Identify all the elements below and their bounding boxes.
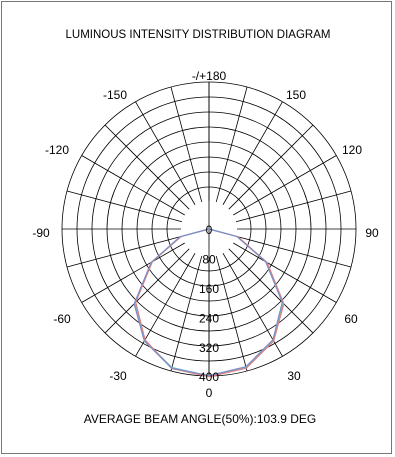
- angle-label: -90: [32, 226, 50, 240]
- grid-spoke: [233, 242, 337, 303]
- angle-label: 150: [286, 88, 306, 102]
- grid-spoke: [104, 248, 190, 334]
- radial-tick-labels: 0 80 160 240 320 400: [199, 223, 219, 384]
- grid-spoke: [170, 255, 203, 372]
- grid-spoke: [135, 101, 196, 205]
- angle-label: 90: [365, 226, 379, 240]
- grid-spoke: [81, 242, 185, 303]
- angle-label: 0: [206, 386, 213, 400]
- radial-tick-label: 80: [202, 253, 216, 267]
- series-layer: [133, 228, 285, 378]
- radial-tick-label: 240: [199, 311, 219, 325]
- series-line-3: [133, 228, 283, 377]
- grid-spoke: [228, 124, 314, 210]
- beam-angle-text: AVERAGE BEAM ANGLE(50%):103.9 DEG: [84, 412, 317, 426]
- grid-spoke: [222, 101, 283, 205]
- grid-spoke: [170, 86, 203, 203]
- angle-labels: -/+180 150 120 90 60 30 0 -30 -60 -90 -120 -150: [32, 69, 379, 400]
- angle-label: -120: [45, 143, 69, 157]
- grid-spoke: [66, 190, 183, 223]
- angle-label: -60: [53, 312, 71, 326]
- grid-spoke: [228, 248, 314, 334]
- grid-spoke: [233, 155, 337, 216]
- angle-label: 30: [287, 369, 301, 383]
- grid-spoke: [66, 235, 183, 268]
- angle-label: 60: [344, 312, 358, 326]
- radial-tick-label: 320: [199, 341, 219, 355]
- radial-tick-label: 160: [199, 282, 219, 296]
- grid-spoke: [215, 255, 248, 372]
- radial-tick-label: 0: [206, 223, 213, 237]
- grid-spoke: [235, 190, 352, 223]
- grid-spoke: [235, 235, 352, 268]
- angle-label: -150: [103, 88, 127, 102]
- radial-tick-label: 400: [199, 370, 219, 384]
- angle-label: 120: [342, 143, 362, 157]
- grid-spoke: [81, 155, 185, 216]
- angle-label: -/+180: [192, 69, 227, 83]
- grid-spoke: [215, 86, 248, 203]
- chart-title: LUMINOUS INTENSITY DISTRIBUTION DIAGRAM: [66, 29, 331, 41]
- grid-spoke: [104, 124, 190, 210]
- angle-label: -30: [109, 369, 127, 383]
